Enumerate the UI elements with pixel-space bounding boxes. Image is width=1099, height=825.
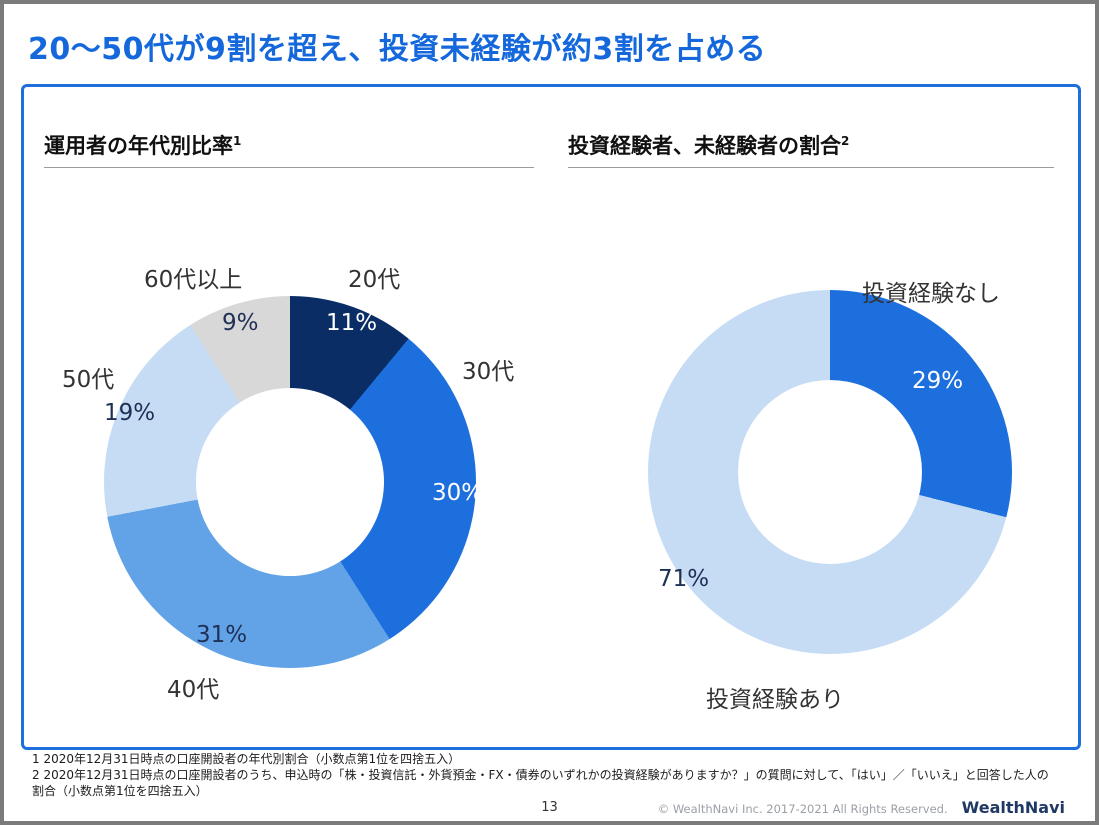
left-chart-title-text: 運用者の年代別比率 — [44, 134, 233, 158]
investment-experience-donut-chart — [648, 290, 1012, 654]
age-label-30s: 30代 — [462, 359, 515, 385]
right-chart-title: 投資経験者、未経験者の割合2 — [568, 130, 849, 160]
experience-pct-none: 29% — [912, 368, 964, 394]
donut-hole — [196, 388, 384, 576]
left-chart-title: 運用者の年代別比率1 — [44, 130, 241, 160]
age-pct-30s: 30% — [432, 480, 484, 506]
footnote-1: 1 2020年12月31日時点の口座開設者の年代別割合（小数点第1位を四捨五入） — [32, 752, 461, 766]
age-pct-50s: 19% — [104, 400, 156, 426]
right-chart-title-footnote-ref: 2 — [841, 134, 850, 148]
age-pct-40s: 31% — [196, 622, 248, 648]
page-number: 13 — [541, 800, 558, 815]
age-label-40s: 40代 — [167, 677, 220, 703]
footer-brand-row: © WealthNavi Inc. 2017-2021 All Rights R… — [658, 798, 1065, 817]
age-distribution-donut-chart — [104, 296, 476, 668]
age-label-60s-plus: 60代以上 — [144, 267, 243, 293]
donut-hole — [738, 380, 922, 564]
page-title: 20〜50代が9割を超え、投資未経験が約3割を占める — [28, 32, 767, 67]
age-label-20s: 20代 — [348, 267, 401, 293]
wealthnavi-logo: WealthNavi — [961, 798, 1065, 817]
footnote-2: 2 2020年12月31日時点の口座開設者のうち、申込時の「株・投資信託・外貨預… — [32, 768, 1049, 798]
left-chart-title-footnote-ref: 1 — [233, 134, 242, 148]
age-label-50s: 50代 — [62, 367, 115, 393]
age-pct-60s-plus: 9% — [222, 310, 259, 336]
age-pct-20s: 11% — [326, 310, 378, 336]
copyright-text: © WealthNavi Inc. 2017-2021 All Rights R… — [657, 802, 948, 816]
experience-label-some: 投資経験あり — [706, 687, 844, 713]
right-chart-title-text: 投資経験者、未経験者の割合 — [568, 134, 841, 158]
footnotes: 1 2020年12月31日時点の口座開設者の年代別割合（小数点第1位を四捨五入）… — [32, 752, 1052, 800]
experience-label-none: 投資経験なし — [862, 281, 1000, 307]
left-heading-underline — [44, 167, 534, 168]
right-heading-underline — [568, 167, 1054, 168]
experience-pct-some: 71% — [658, 566, 710, 592]
